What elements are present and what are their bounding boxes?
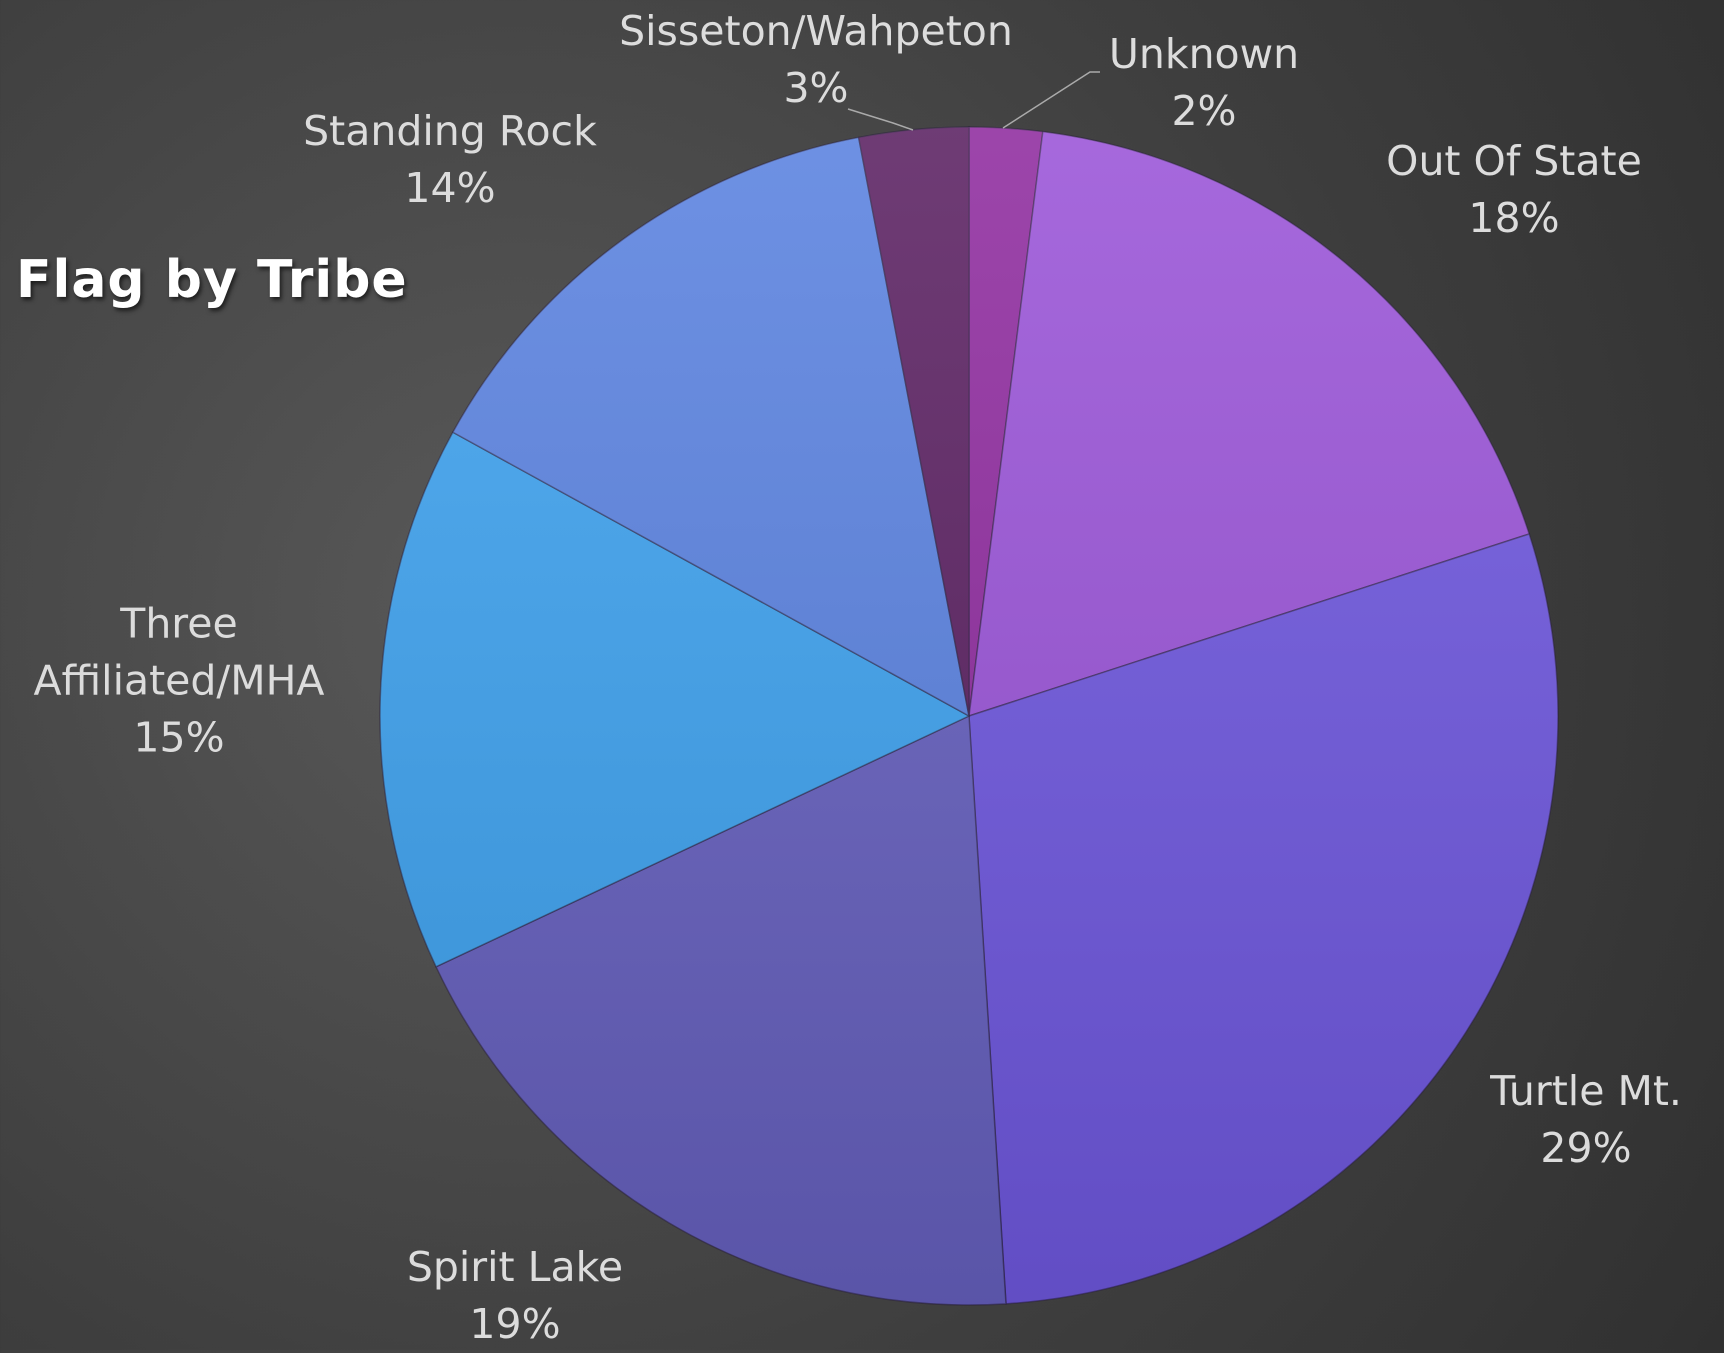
category-label: Spirit Lake [406,1243,624,1291]
data-label: Sisseton/Wahpeton 3% [619,3,1013,117]
value-label: 18% [1468,194,1560,242]
chart-title: Flag by Tribe [16,250,408,310]
data-label: Turtle Mt. 29% [1490,1063,1682,1177]
leader-line [1002,71,1100,129]
category-label: Turtle Mt. [1490,1067,1682,1115]
data-label: Three Affiliated/MHA 15% [0,596,359,767]
value-label: 3% [783,64,849,112]
data-label: Standing Rock 14% [303,103,597,217]
category-label: Out Of State [1386,137,1642,185]
data-label: Spirit Lake 19% [407,1239,623,1353]
value-label: 2% [1171,87,1237,135]
value-label: 14% [404,164,496,212]
value-label: 29% [1540,1124,1632,1172]
category-label: Unknown [1108,30,1300,78]
value-label: 15% [133,713,225,762]
category-label: Three Affiliated/MHA [33,599,325,705]
data-label: Unknown 2% [1109,26,1299,140]
leader-line [847,108,914,131]
data-label: Out Of State 18% [1386,133,1642,247]
value-label: 19% [469,1300,561,1348]
category-label: Sisseton/Wahpeton [619,7,1013,55]
category-label: Standing Rock [303,107,597,155]
